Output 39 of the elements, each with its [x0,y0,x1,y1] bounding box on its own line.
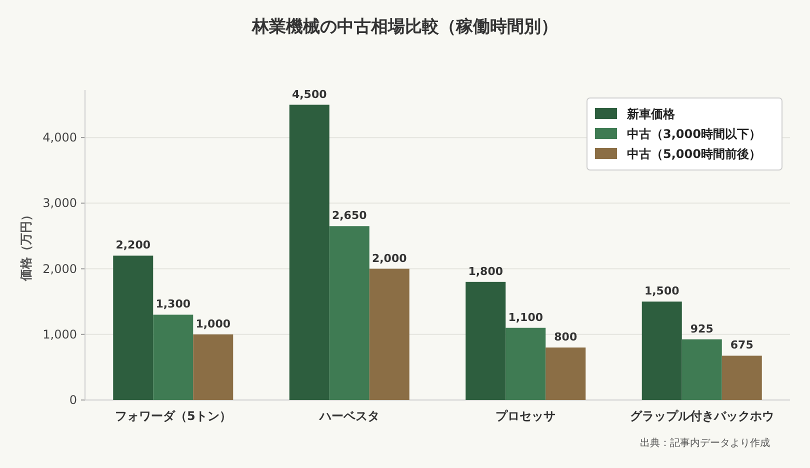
bar [113,256,154,400]
y-tick-label: 1,000 [42,327,77,342]
data-label: 1,300 [156,298,191,311]
bar [682,339,722,400]
legend-label: 新車価格 [626,107,676,121]
bar [506,328,546,400]
data-label: 1,500 [644,284,680,298]
bar [329,226,370,400]
y-axis-title: 価格（万円） [19,209,33,282]
data-label: 2,650 [332,209,368,222]
bar [722,356,762,400]
bar [369,268,410,400]
y-tick-label: 2,000 [42,262,77,276]
data-label: 1,100 [508,310,544,324]
bar [153,314,194,400]
x-tick-label: フォワーダ（5トン） [114,409,232,423]
x-tick-label: グラップル付きバックホウ [630,409,774,423]
x-tick-label: プロセッサ [496,409,556,423]
source-note: 出典：記事内データより作成 [640,437,770,449]
data-label: 925 [690,322,714,336]
data-label: 800 [554,330,578,344]
bar [193,334,234,400]
x-tick-label: ハーベスタ [318,409,380,423]
legend-label: 中古（5,000時間前後） [627,147,761,161]
y-tick-label: 0 [69,393,77,407]
bar [546,348,586,400]
data-label: 675 [730,338,754,352]
data-label: 1,800 [468,264,504,278]
data-label: 2,200 [116,238,151,252]
chart-title: 林業機械の中古相場比較（稼働時間別） [251,17,558,37]
bar [642,302,682,400]
data-label: 4,500 [292,88,328,101]
data-label: 2,000 [372,252,408,265]
data-label: 1,000 [196,317,231,330]
legend-label: 中古（3,000時間以下） [627,127,761,141]
y-tick-label: 4,000 [42,130,77,145]
bar [289,104,330,400]
y-tick-label: 3,000 [42,196,77,210]
bar [466,282,506,400]
